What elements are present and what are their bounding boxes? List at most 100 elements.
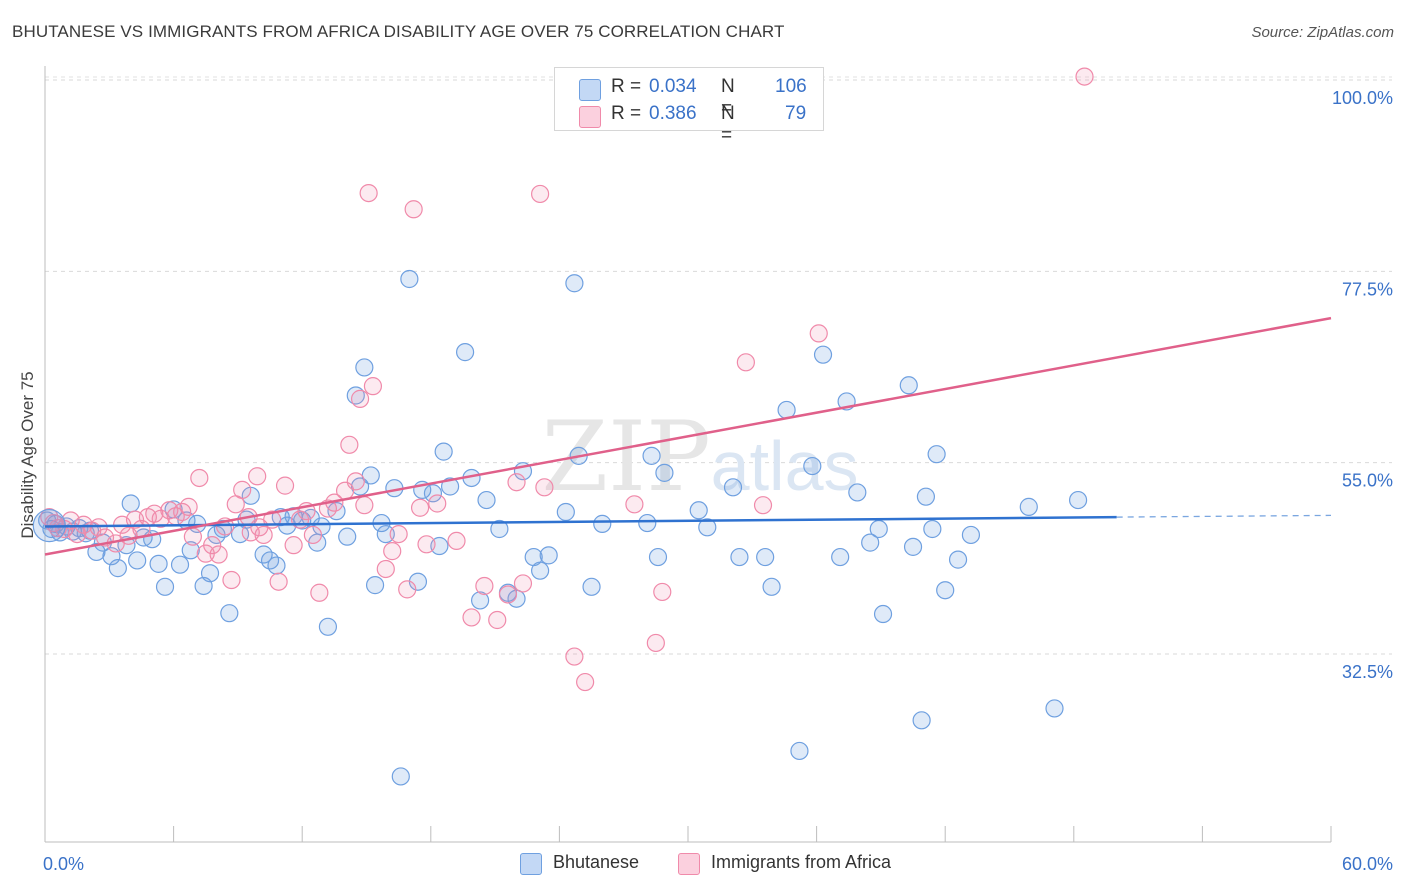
point-bhutanese <box>912 711 931 730</box>
legend-r-value: 0.034 <box>649 76 697 97</box>
point-bhutanese <box>220 604 239 623</box>
point-bhutanese <box>961 525 981 545</box>
point-bhutanese <box>813 345 833 364</box>
point-africa <box>269 572 288 591</box>
point-bhutanese <box>948 550 968 569</box>
chart-source: Source: ZipAtlas.com <box>1251 24 1394 41</box>
y-tick-label: 77.5% <box>1342 279 1393 299</box>
point-bhutanese <box>723 478 743 497</box>
point-bhutanese <box>803 456 822 476</box>
watermark: ZIPatlas <box>541 401 858 513</box>
data-points <box>32 67 1094 786</box>
point-africa <box>462 608 481 627</box>
point-africa <box>303 525 323 545</box>
point-bhutanese <box>181 541 200 560</box>
point-bhutanese <box>490 519 509 539</box>
point-africa <box>222 570 241 590</box>
point-bhutanese <box>655 463 674 482</box>
legend-n-value: 106 <box>775 76 807 97</box>
y-tick-label: 55.0% <box>1342 471 1393 491</box>
point-bhutanese <box>648 547 668 567</box>
point-africa <box>190 468 209 488</box>
bottom-legend-swatch-africa <box>678 853 700 875</box>
legend-n-value: 79 <box>785 103 807 124</box>
point-africa <box>203 536 222 555</box>
point-africa <box>248 467 267 486</box>
point-africa <box>233 480 252 499</box>
point-africa <box>275 476 295 495</box>
point-africa <box>625 495 644 514</box>
point-bhutanese <box>756 547 775 567</box>
point-africa <box>383 542 402 561</box>
point-africa <box>389 524 408 544</box>
point-bhutanese <box>642 446 661 465</box>
point-bhutanese <box>762 577 781 596</box>
point-africa <box>736 353 755 372</box>
bottom-legend-swatch-bhutanese <box>520 853 542 875</box>
point-bhutanese <box>507 589 526 608</box>
legend-swatch-africa <box>579 106 601 128</box>
point-africa <box>183 527 202 546</box>
watermark-atlas: atlas <box>711 427 859 505</box>
tick-labels: 32.5% 55.0% 77.5% 100.0% 0.0% 60.0% <box>43 88 1393 874</box>
point-bhutanese <box>440 477 460 496</box>
point-africa <box>507 473 526 492</box>
point-bhutanese <box>455 343 475 362</box>
axes <box>44 66 1332 843</box>
point-africa <box>350 389 370 408</box>
point-bhutanese <box>923 519 942 539</box>
x-tick-label: 0.0% <box>43 854 84 874</box>
point-bhutanese <box>267 556 286 575</box>
y-tick-label: 100.0% <box>1332 88 1393 108</box>
point-bhutanese <box>1045 699 1064 718</box>
point-bhutanese <box>365 576 385 595</box>
point-bhutanese <box>1068 490 1088 510</box>
point-africa <box>359 183 378 203</box>
point-bhutanese <box>565 274 584 293</box>
point-africa <box>809 324 828 343</box>
point-africa <box>404 200 423 219</box>
point-africa <box>447 531 466 551</box>
legend-swatch-bhutanese <box>579 79 601 101</box>
point-africa <box>340 435 359 454</box>
point-bhutanese <box>730 547 749 567</box>
point-bhutanese <box>318 617 338 636</box>
point-africa <box>428 494 447 513</box>
point-bhutanese <box>338 527 357 546</box>
point-bhutanese <box>936 581 955 600</box>
point-bhutanese <box>531 561 550 580</box>
x-tick-label: 60.0% <box>1342 854 1393 874</box>
point-bhutanese <box>916 487 936 506</box>
point-bhutanese <box>391 767 410 786</box>
point-africa <box>646 633 665 653</box>
point-bhutanese <box>108 559 127 578</box>
legend-n-label: N = <box>721 103 735 146</box>
point-bhutanese <box>470 591 490 610</box>
trend-line-bhutanese-extension <box>1116 514 1332 518</box>
point-africa <box>355 496 374 515</box>
point-bhutanese <box>170 555 190 574</box>
legend-n-label: N = <box>721 76 735 119</box>
point-africa <box>417 535 436 554</box>
point-africa <box>363 377 383 396</box>
y-tick-label: 32.5% <box>1342 662 1393 682</box>
point-bhutanese <box>689 501 708 520</box>
point-bhutanese <box>899 376 918 395</box>
point-bhutanese <box>121 494 140 513</box>
point-bhutanese <box>848 483 867 502</box>
legend-r-label: R = <box>611 103 642 124</box>
point-bhutanese <box>477 490 496 510</box>
point-africa <box>398 580 417 599</box>
point-bhutanese <box>128 551 147 570</box>
point-africa <box>653 582 672 602</box>
point-africa <box>346 472 365 491</box>
point-bhutanese <box>200 564 220 583</box>
point-bhutanese <box>927 445 946 464</box>
point-africa <box>498 585 518 604</box>
gridlines <box>45 76 1392 655</box>
point-bhutanese <box>355 358 374 377</box>
point-bhutanese <box>593 514 612 533</box>
point-bhutanese <box>831 547 850 567</box>
point-bhutanese <box>434 442 453 461</box>
point-africa <box>179 497 198 516</box>
